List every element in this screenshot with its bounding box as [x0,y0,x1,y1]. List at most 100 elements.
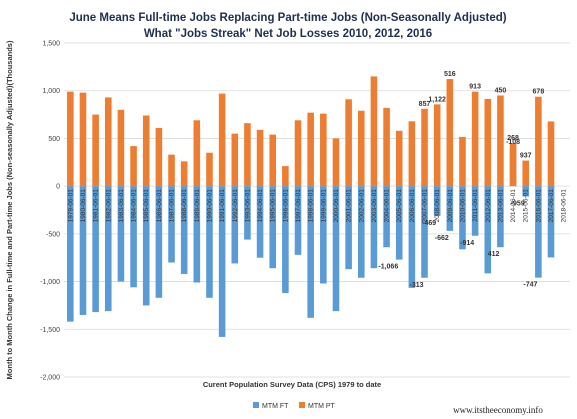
bar-mtm-ft [421,186,428,278]
y-tick-label: 500 [48,136,60,143]
bar-mtm-ft [357,186,365,278]
data-label: -108 [506,139,520,146]
bar-mtm-ft [244,186,251,240]
bar-mtm-ft [130,186,137,288]
bar-mtm-ft [168,186,175,263]
watermark: www.itstheeconomy.info [453,405,543,415]
x-tick-label: 2002-06-01 [358,189,365,223]
bar-mtm-ft [484,186,492,274]
bar-mtm-pt [446,79,454,187]
x-tick-label: 1984-06-01 [131,189,138,223]
x-tick-label: 1992-06-01 [232,189,239,223]
bar-mtm-pt [484,99,492,187]
bar-mtm-pt [459,136,466,187]
bar-mtm-ft [142,186,150,306]
data-label: 678 [533,89,545,96]
bar-mtm-pt [294,120,302,187]
x-tick-label: 1993-06-01 [244,189,251,223]
y-tick-label: -2,000 [40,375,60,382]
x-tick-label: 1994-06-01 [257,189,264,223]
chart-title-line2: What "Jobs Streak" Net Job Losses 2010, … [144,28,432,40]
x-tick-label: 1981-06-01 [93,189,100,223]
bar-mtm-pt [408,121,416,187]
bar-mtm-ft [79,186,87,315]
bar-mtm-pt [421,108,428,187]
bar-mtm-pt [180,161,188,187]
y-tick-label: -1,000 [40,279,60,286]
bar-mtm-pt [269,134,277,187]
bar-mtm-ft [155,186,163,298]
data-label: 857 [419,101,431,108]
data-label: 268 [507,135,519,142]
bar-mtm-ft [345,186,352,270]
data-label: -747 [523,282,537,289]
y-tick-label: 1,000 [42,88,60,95]
bar-mtm-pt [433,104,441,187]
x-tick-label: 2016-06-01 [535,189,542,223]
x-tick-label: 2005-06-01 [396,189,403,223]
data-label: 516 [444,71,456,78]
bar-mtm-pt [67,91,74,187]
chart-title-line1: June Means Full-time Jobs Replacing Part… [69,12,506,24]
bar-mtm-pt [92,114,99,187]
bar-mtm-ft [92,186,99,313]
data-label: 913 [469,84,481,91]
x-tick-label: 2015-06-01 [523,189,530,223]
x-tick-label: 2001-06-01 [346,189,353,223]
bar-mtm-ft [497,186,504,248]
bar-mtm-pt [193,120,201,187]
legend-label: MTM FT [262,403,289,410]
x-tick-label: 2013-06-01 [497,189,504,223]
legend-swatch [253,402,259,408]
bars [67,76,555,337]
x-tick-label: 1995-06-01 [270,189,277,223]
legend-label: MTM PT [308,403,336,410]
bar-mtm-pt [282,166,289,187]
data-label: -914 [460,240,474,247]
bar-mtm-pt [535,96,542,187]
bar-mtm-ft [294,186,302,255]
y-tick-label: -500 [46,231,60,238]
bar-mtm-pt [357,110,365,187]
x-tick-label: 1986-06-01 [156,189,163,223]
x-tick-label: 1989-06-01 [194,189,201,223]
data-label: 937 [520,153,532,160]
bar-mtm-ft [433,186,441,217]
bar-mtm-ft [535,186,542,278]
bar-mtm-ft [307,186,314,318]
bar-mtm-pt [307,112,314,187]
x-tick-label: 2006-06-01 [409,189,416,223]
y-tick-label: 1,500 [42,41,60,48]
data-labels: -1,066 -313 -469 -662 -914 412 -108 -959 -747 857… [378,71,544,289]
data-label: -1,066 [378,264,398,271]
bar-mtm-pt [117,109,125,187]
x-tick-label: 1991-06-01 [219,189,226,223]
bar-mtm-ft [522,186,530,197]
bar-mtm-ft [370,186,378,269]
x-tick-label: 2008-06-01 [434,189,441,223]
x-tick-label: 1985-06-01 [143,189,150,223]
legend-swatch [299,402,305,408]
y-axis-title: Month to Month Change in Full-time and P… [5,40,14,379]
bar-mtm-pt [345,99,352,187]
bar-mtm-ft [231,186,239,264]
bar-mtm-pt [471,91,479,187]
x-tick-label: 1979-06-01 [67,189,74,223]
bar-mtm-pt [332,138,340,187]
legend: MTM FT MTM PT [253,402,336,410]
bar-mtm-ft [408,186,416,288]
x-tick-label: 2017-06-01 [548,189,555,223]
bar-mtm-pt [497,95,504,187]
x-tick-label: 1990-06-01 [206,189,213,223]
bar-mtm-ft [180,186,188,274]
x-tick-label: 2018-06-01 [561,189,568,223]
bar-mtm-ft [332,186,340,312]
bar-mtm-ft [459,186,466,250]
x-tick-label: 1996-06-01 [282,189,289,223]
bar-mtm-pt [130,146,137,187]
x-axis-ticks: 1979-06-01 1980-06-01 1981-06-01 1982-06-01… [67,189,567,223]
bar-mtm-ft [206,186,213,298]
bar-mtm-pt [142,115,150,187]
